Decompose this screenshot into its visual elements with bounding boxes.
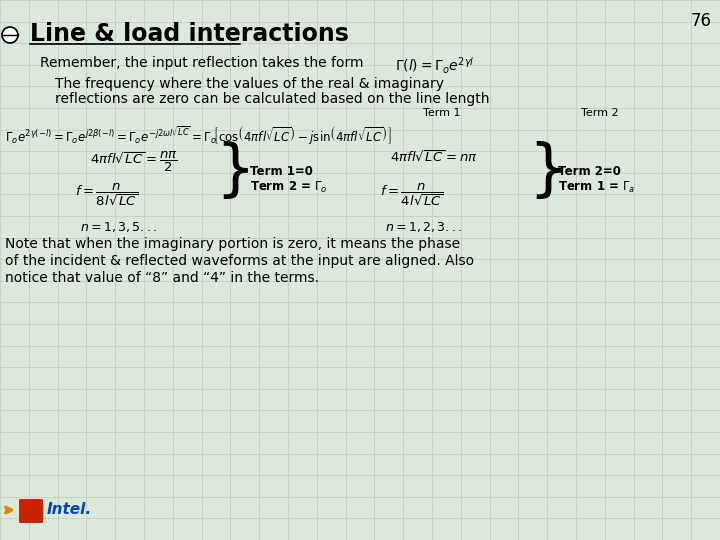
Text: Note that when the imaginary portion is zero, it means the phase: Note that when the imaginary portion is …: [5, 237, 460, 251]
Text: Intel.: Intel.: [47, 503, 92, 517]
Text: $\Gamma(l) = \Gamma_o e^{2\gamma l}$: $\Gamma(l) = \Gamma_o e^{2\gamma l}$: [395, 56, 474, 76]
Text: $\Gamma_o e^{2\gamma(-l)} = \Gamma_o e^{j2\beta(-l)} = \Gamma_o e^{-j2\omega l\s: $\Gamma_o e^{2\gamma(-l)} = \Gamma_o e^{…: [5, 125, 392, 147]
Text: 76: 76: [691, 12, 712, 30]
Text: $4\pi fl\sqrt{LC} = \dfrac{n\pi}{2}$: $4\pi fl\sqrt{LC} = \dfrac{n\pi}{2}$: [90, 150, 178, 174]
Text: Term 1: Term 1: [423, 108, 461, 118]
Text: reflections are zero can be calculated based on the line length: reflections are zero can be calculated b…: [55, 92, 490, 106]
Text: Term 2=0: Term 2=0: [558, 165, 621, 178]
Text: Term 1 = $\Gamma_a$: Term 1 = $\Gamma_a$: [558, 180, 636, 195]
Text: $\}$: $\}$: [528, 139, 562, 201]
Text: Remember, the input reflection takes the form: Remember, the input reflection takes the…: [40, 56, 364, 70]
Text: Term 2: Term 2: [581, 108, 618, 118]
Text: The frequency where the values of the real & imaginary: The frequency where the values of the re…: [55, 77, 444, 91]
Text: notice that value of “8” and “4” in the terms.: notice that value of “8” and “4” in the …: [5, 271, 319, 285]
Text: $f = \dfrac{n}{4l\sqrt{LC}}$: $f = \dfrac{n}{4l\sqrt{LC}}$: [380, 182, 444, 208]
Text: $n = 1,2,3...$: $n = 1,2,3...$: [385, 220, 462, 234]
Text: $4\pi fl\sqrt{LC} = n\pi$: $4\pi fl\sqrt{LC} = n\pi$: [390, 150, 478, 165]
Text: Term 2 = $\Gamma_o$: Term 2 = $\Gamma_o$: [250, 180, 328, 195]
FancyBboxPatch shape: [19, 499, 43, 523]
Text: Term 1=0: Term 1=0: [250, 165, 313, 178]
Text: of the incident & reflected waveforms at the input are aligned. Also: of the incident & reflected waveforms at…: [5, 254, 474, 268]
Text: Line & load interactions: Line & load interactions: [30, 22, 349, 46]
Text: $n = 1,3,5...$: $n = 1,3,5...$: [80, 220, 158, 234]
Text: $\}$: $\}$: [215, 139, 249, 201]
Circle shape: [2, 27, 18, 43]
Text: $f = \dfrac{n}{8l\sqrt{LC}}$: $f = \dfrac{n}{8l\sqrt{LC}}$: [75, 182, 138, 208]
